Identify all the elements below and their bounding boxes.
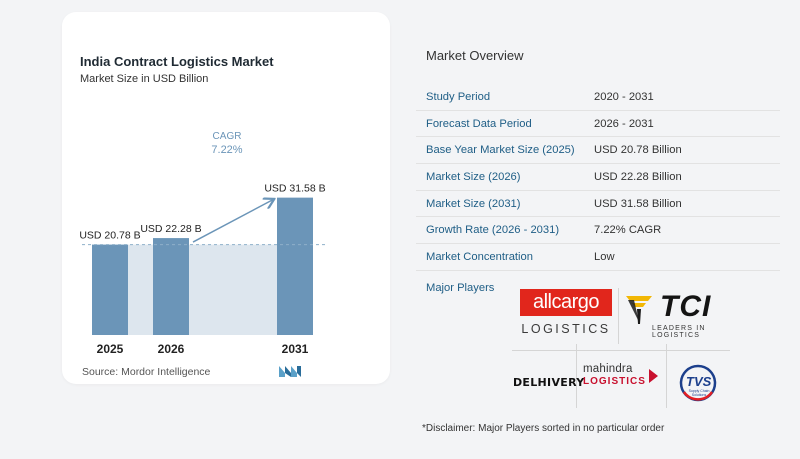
row-label: Growth Rate (2026 - 2031)	[426, 224, 560, 237]
table-row: Market Size (2026) USD 22.28 Billion	[416, 164, 780, 191]
tci-tagline: LEADERS IN LOGISTICS	[652, 325, 706, 339]
mahindra-logistics-logo: mahindra LOGISTICS	[583, 363, 663, 397]
disclaimer: *Disclaimer: Major Players sorted in no …	[422, 423, 665, 434]
cagr-value: 7.22%	[211, 144, 242, 156]
base-level-shade	[128, 244, 277, 335]
cagr-arrow	[192, 200, 273, 243]
value-label: USD 20.78 B	[79, 230, 140, 242]
tvs-ring-icon	[679, 364, 717, 402]
category-label: 2031	[282, 342, 309, 356]
table-row: Growth Rate (2026 - 2031) 7.22% CAGR	[416, 217, 780, 245]
mahindra-name: mahindra	[583, 363, 633, 375]
allcargo-tagline: LOGISTICS	[521, 322, 611, 336]
row-label: Market Concentration	[426, 250, 533, 263]
grid-divider	[576, 344, 577, 408]
table-row: Market Size (2031) USD 31.58 Billion	[416, 191, 780, 218]
row-value: USD 22.28 Billion	[594, 170, 682, 183]
grid-divider	[666, 344, 667, 408]
table-row: Market Concentration Low	[416, 244, 780, 271]
overview-title: Market Overview	[426, 48, 524, 63]
category-label: 2026	[158, 342, 185, 356]
allcargo-name: allcargo	[532, 291, 600, 313]
row-label: Forecast Data Period	[426, 117, 532, 130]
allcargo-logo: allcargo LOGISTICS	[520, 289, 612, 339]
major-players-label: Major Players	[426, 282, 495, 294]
tci-logo: TCI LEADERS IN LOGISTICS	[624, 290, 734, 339]
row-value: Low	[594, 250, 615, 263]
source-note: Source: Mordor Intelligence	[82, 366, 211, 378]
row-value: USD 20.78 Billion	[594, 144, 682, 157]
cagr-label: CAGR	[213, 131, 242, 142]
row-label: Study Period	[426, 90, 491, 103]
row-value: 2026 - 2031	[594, 117, 654, 130]
delhivery-logo: DELHIVERY	[513, 371, 587, 393]
table-row: Study Period 2020 - 2031	[416, 84, 780, 111]
bar-2031	[277, 197, 313, 335]
row-value: USD 31.58 Billion	[594, 197, 682, 210]
mahindra-tagline: LOGISTICS	[583, 376, 646, 387]
mordor-intelligence-logo	[279, 366, 301, 377]
tci-mark-icon	[626, 296, 652, 324]
tvs-name: TVS	[686, 374, 712, 389]
chart-card: India Contract Logistics Market Market S…	[62, 12, 390, 384]
row-label: Base Year Market Size (2025)	[426, 144, 575, 157]
chart-title: India Contract Logistics Market	[80, 54, 274, 69]
row-value: 2020 - 2031	[594, 90, 654, 103]
bar-2026	[153, 238, 189, 335]
table-row: Forecast Data Period 2026 - 2031	[416, 111, 780, 138]
table-row: Base Year Market Size (2025) USD 20.78 Bi…	[416, 137, 780, 165]
grid-divider	[618, 288, 619, 344]
overview-table: Study Period 2020 - 2031 Forecast Data Pe…	[416, 84, 780, 271]
category-label: 2025	[97, 342, 124, 356]
grid-divider	[512, 350, 730, 351]
tci-name: TCI	[660, 290, 712, 323]
row-value: 7.22% CAGR	[594, 224, 662, 237]
tvs-logo: TVS Supply Chain Solutions	[676, 364, 720, 402]
value-label: USD 31.58 B	[264, 183, 325, 195]
bar-2025	[92, 244, 128, 335]
value-label: USD 22.28 B	[140, 223, 201, 235]
row-label: Market Size (2026)	[426, 170, 521, 183]
tvs-sub: Supply Chain Solutions	[688, 389, 710, 397]
delhivery-name: DELHIVERY	[513, 375, 585, 389]
row-label: Market Size (2031)	[426, 197, 521, 210]
chart-subtitle: Market Size in USD Billion	[80, 73, 209, 85]
mahindra-arrow-icon	[649, 369, 658, 383]
